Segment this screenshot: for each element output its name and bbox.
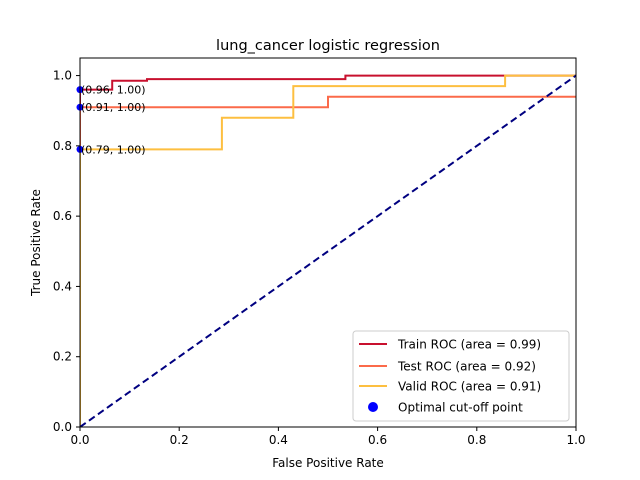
x-tick-label: 0.4 [269,433,288,447]
x-tick-label: 0.0 [70,433,89,447]
y-tick-label: 0.4 [53,279,72,293]
legend: Train ROC (area = 0.99) Test ROC (area = … [352,330,570,422]
y-axis-label: True Positive Rate [29,189,43,297]
plot-frame [79,57,577,428]
x-axis-ticks: 0.0 0.2 0.4 0.6 0.8 1.0 [70,427,586,447]
roc-line-test [80,95,576,427]
y-tick-label: 0.6 [53,209,72,223]
legend-entry-valid: Valid ROC (area = 0.91) [398,380,541,394]
y-tick-label: 0.2 [53,350,72,364]
plot-area: (0.96, 1.00) (0.91, 1.00) (0.79, 1.00) [76,57,577,428]
series-layer [80,74,576,427]
x-tick-label: 0.6 [368,433,387,447]
x-tick-label: 0.8 [467,433,486,447]
chart-title: lung_cancer logistic regression [216,38,440,54]
x-tick-label: 0.2 [170,433,189,447]
roc-line-valid [80,74,576,427]
y-axis-ticks: 0.0 0.2 0.4 0.6 0.8 1.0 [53,69,80,434]
legend-swatch-optimal [368,402,378,412]
chance-diagonal-line [80,74,576,427]
y-tick-label: 0.8 [53,139,72,153]
legend-entry-test: Test ROC (area = 0.92) [397,360,536,374]
optimal-point-layer: (0.96, 1.00) (0.91, 1.00) (0.79, 1.00) [76,84,146,156]
legend-entry-optimal: Optimal cut-off point [398,401,523,415]
legend-frame [352,330,570,422]
x-tick-label: 1.0 [566,433,585,447]
x-axis-label: False Positive Rate [272,456,384,470]
legend-entry-train: Train ROC (area = 0.99) [397,338,541,352]
optimal-point-label: (0.96, 1.00) [81,84,146,97]
roc-line-train [80,74,576,427]
optimal-point-label: (0.91, 1.00) [81,101,146,114]
y-tick-label: 0.0 [53,420,72,434]
y-tick-label: 1.0 [53,69,72,83]
optimal-point-label: (0.79, 1.00) [81,143,146,156]
